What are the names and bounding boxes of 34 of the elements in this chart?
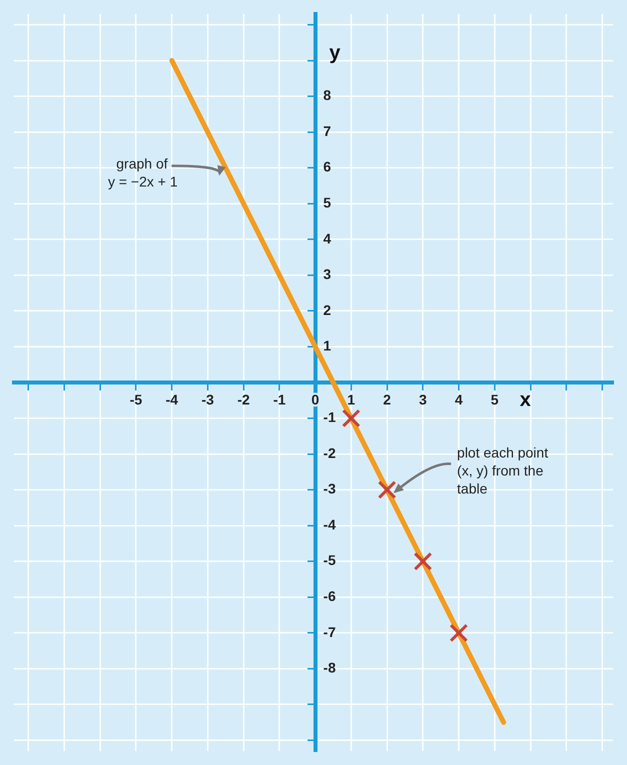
y-tick-label: 2	[323, 302, 332, 318]
y-tick-label: 5	[323, 194, 332, 210]
y-tick-label: -5	[323, 552, 336, 568]
y-tick-label: 8	[323, 87, 332, 104]
x-tick-label: -4	[166, 391, 178, 408]
annotation: plot each point (x, y) from the table	[457, 444, 548, 497]
y-tick-label: -4	[323, 516, 336, 532]
x-tick-label: 1	[347, 391, 356, 408]
y-tick-label: 3	[323, 266, 332, 282]
y-tick-label: -7	[323, 624, 336, 640]
y-tick-label: 1	[323, 338, 332, 354]
y-tick-label: -3	[323, 480, 336, 497]
x-tick-label: -2	[237, 391, 250, 408]
y-tick-label: -2	[323, 444, 336, 461]
x-tick-label: -5	[130, 391, 142, 408]
y-tick-label: 4	[323, 230, 332, 246]
x-tick-label: 3	[419, 391, 427, 408]
x-tick-label: -1	[273, 391, 286, 408]
annotation: graph of y = −2x + 1	[108, 156, 178, 190]
x-tick-label: 5	[490, 391, 499, 408]
y-tick-label: 6	[323, 158, 332, 175]
point	[378, 480, 396, 500]
x-tick-label: 2	[383, 391, 392, 408]
point	[342, 409, 360, 428]
x-tick-label: -3	[201, 391, 214, 408]
y-axis-title: y	[329, 42, 342, 64]
x-axis-title: x	[520, 389, 531, 412]
y-tick-label: -6	[323, 588, 336, 604]
y-tick-label: -8	[323, 660, 336, 676]
point	[414, 552, 432, 571]
y-tick-label: 7	[323, 122, 332, 139]
x-tick-label: 4	[454, 391, 463, 408]
point	[449, 624, 468, 642]
y-tick-label: -1	[323, 409, 336, 426]
